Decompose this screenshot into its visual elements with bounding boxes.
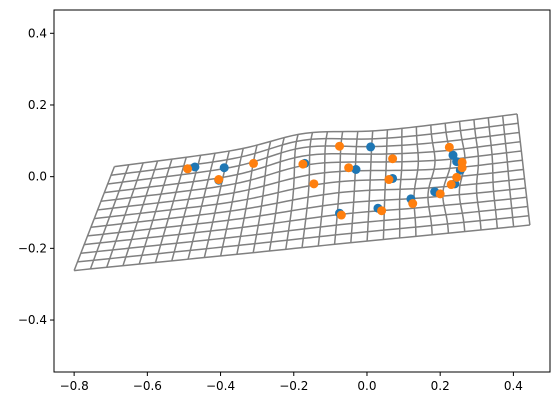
mesh-column-line <box>473 119 482 230</box>
y-tick-label: −0.4 <box>18 313 47 327</box>
mesh-column-line <box>122 160 159 266</box>
x-tick-label: −0.8 <box>60 379 89 393</box>
mesh-column-line <box>427 125 436 235</box>
data-point <box>446 180 456 190</box>
x-axis-ticks: −0.8 −0.6 −0.4 −0.2 0.0 0.2 0.4 <box>60 372 523 393</box>
data-point <box>388 154 398 164</box>
data-point <box>377 206 387 216</box>
y-axis-ticks: 0.4 0.2 0.0 −0.2 −0.4 <box>18 26 54 327</box>
scatter-points <box>183 141 467 220</box>
data-point <box>351 165 361 174</box>
mesh-column-line <box>413 126 420 237</box>
mesh-column-line <box>105 162 144 268</box>
x-tick-label: 0.2 <box>431 379 450 393</box>
x-tick-label: −0.2 <box>279 379 308 393</box>
mesh-column-line <box>154 156 188 263</box>
data-point <box>452 172 462 182</box>
mesh-column-line <box>516 113 531 226</box>
deformed-grid-mesh <box>73 113 531 272</box>
mesh-column-line <box>398 128 403 238</box>
mesh-column-line <box>442 123 452 234</box>
mesh-column-line <box>317 131 329 247</box>
mesh-column-line <box>268 137 285 252</box>
mesh-column-line <box>458 121 466 232</box>
data-point <box>214 175 224 185</box>
x-tick-label: 0.0 <box>357 379 376 393</box>
x-tick-label: 0.4 <box>504 379 523 393</box>
data-point <box>435 189 445 199</box>
data-point <box>219 163 229 173</box>
data-point <box>183 164 193 174</box>
x-tick-label: −0.4 <box>206 379 235 393</box>
plot-frame <box>53 9 551 373</box>
mesh-column-line <box>487 117 499 229</box>
mesh-column-line <box>350 131 359 243</box>
mesh-column-line <box>73 166 116 271</box>
y-tick-label: 0.2 <box>28 98 47 112</box>
data-point <box>335 141 345 151</box>
mesh-column-line <box>138 158 173 265</box>
y-tick-label: 0.0 <box>28 170 47 184</box>
mesh-column-line <box>252 141 272 253</box>
mesh-column-line <box>301 132 314 248</box>
data-point <box>249 158 258 168</box>
data-point <box>190 162 200 172</box>
y-tick-label: −0.2 <box>18 241 47 255</box>
data-point <box>384 175 394 185</box>
data-point <box>336 210 346 220</box>
data-point <box>366 142 376 152</box>
data-point <box>298 159 308 169</box>
data-point <box>457 163 467 173</box>
y-tick-label: 0.4 <box>28 26 47 40</box>
mesh-column-line <box>187 153 216 260</box>
data-point <box>408 199 418 209</box>
data-point <box>344 163 354 173</box>
series-1 <box>183 141 467 220</box>
mesh-column-line <box>501 115 515 227</box>
x-tick-label: −0.6 <box>133 379 162 393</box>
mesh-column-line <box>89 164 130 270</box>
mesh-column-line <box>219 148 244 257</box>
data-point <box>309 179 319 189</box>
mesh-column-line <box>171 155 202 262</box>
mesh-column-line <box>285 134 299 250</box>
data-point <box>444 142 454 152</box>
